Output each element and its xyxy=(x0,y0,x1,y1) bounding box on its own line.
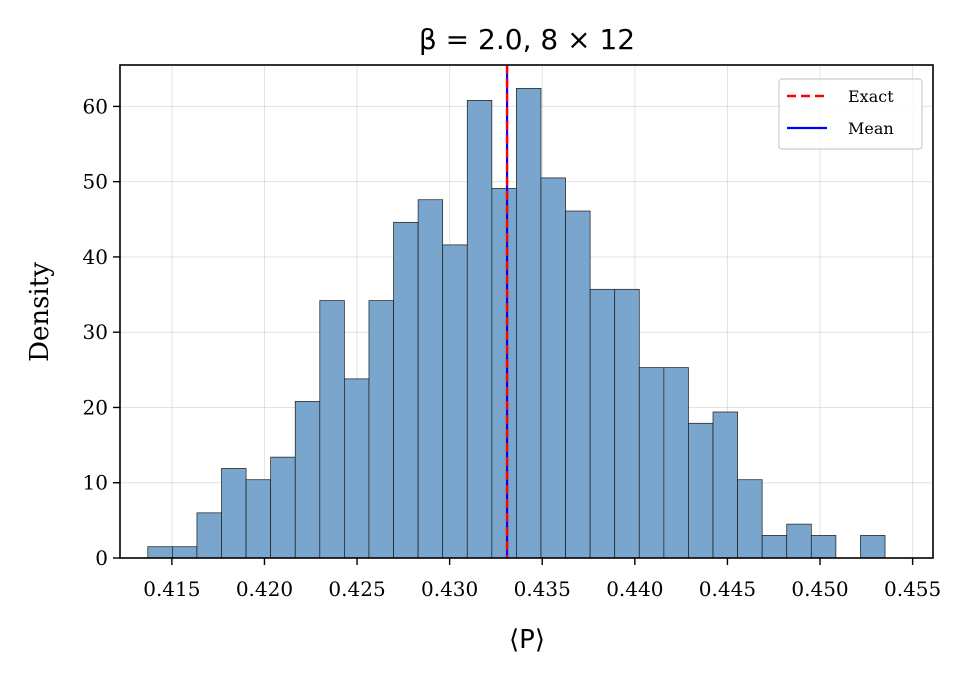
y-tick-label: 10 xyxy=(83,471,108,495)
x-axis-label: ⟨P⟩ xyxy=(509,625,545,655)
x-tick-label: 0.420 xyxy=(236,577,293,601)
legend-exact-label: Exact xyxy=(848,87,894,106)
histogram-bar xyxy=(688,422,714,559)
histogram-bar xyxy=(172,546,198,559)
histogram-bar xyxy=(344,378,370,559)
histogram-bar xyxy=(712,411,738,559)
x-tick-label: 0.450 xyxy=(791,577,848,601)
histogram-bar xyxy=(294,401,321,559)
histogram-bar xyxy=(245,479,272,559)
x-tick-label: 0.455 xyxy=(884,577,941,601)
histogram-bar xyxy=(221,468,247,559)
histogram-bar xyxy=(737,479,763,559)
histogram-bar xyxy=(761,535,788,559)
legend-box xyxy=(778,78,923,150)
x-tick-label: 0.440 xyxy=(606,577,663,601)
histogram-bar xyxy=(417,199,444,559)
histogram-bar xyxy=(196,512,222,559)
histogram-bar xyxy=(491,188,517,559)
x-tick-label: 0.425 xyxy=(328,577,385,601)
x-tick-label: 0.415 xyxy=(143,577,200,601)
axes-frame xyxy=(119,64,934,559)
histogram-bar xyxy=(516,87,542,559)
legend: Exact Mean xyxy=(778,78,923,150)
x-tick-label: 0.430 xyxy=(421,577,478,601)
histogram-bar xyxy=(810,535,837,559)
histogram-bar xyxy=(638,367,665,559)
histogram-bar xyxy=(442,244,468,559)
histogram-bar xyxy=(663,367,689,559)
histogram-bar xyxy=(393,221,419,559)
y-tick-label: 40 xyxy=(83,245,108,269)
x-axis-ticks: 0.415 0.420 0.425 0.430 0.435 0.440 0.445 0.450… xyxy=(143,558,941,601)
y-axis-label: Density xyxy=(25,262,55,362)
x-tick-label: 0.445 xyxy=(699,577,756,601)
y-tick-label: 20 xyxy=(83,395,108,419)
histogram-bar xyxy=(589,288,616,559)
histogram-bar xyxy=(786,523,812,559)
histogram-bar xyxy=(147,546,173,559)
histogram-bars xyxy=(147,87,886,559)
histogram-bar xyxy=(565,210,591,559)
histogram-bar xyxy=(860,535,886,559)
y-tick-label: 30 xyxy=(83,320,108,344)
histogram-bar xyxy=(368,300,394,559)
histogram-bar xyxy=(319,300,345,559)
x-tick-label: 0.435 xyxy=(514,577,571,601)
y-tick-label: 50 xyxy=(83,170,108,194)
legend-mean-label: Mean xyxy=(848,119,894,138)
y-tick-label: 0 xyxy=(95,546,108,570)
y-tick-label: 60 xyxy=(83,94,108,118)
y-axis-ticks: 0 10 20 30 40 50 60 xyxy=(83,94,120,570)
chart-title: β = 2.0, 8 × 12 xyxy=(419,23,635,56)
histogram-bar xyxy=(540,177,566,559)
histogram-bar xyxy=(270,456,296,559)
histogram-bar xyxy=(614,288,640,559)
histogram-bar xyxy=(466,100,493,559)
